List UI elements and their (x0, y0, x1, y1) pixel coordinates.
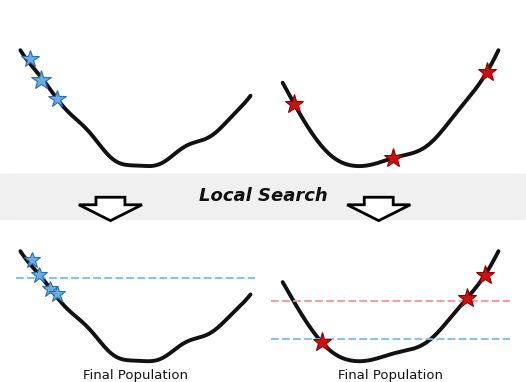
Text: Local Search: Local Search (199, 187, 327, 205)
FancyArrow shape (79, 197, 142, 221)
Text: Final Population: Final Population (83, 369, 188, 382)
Text: (Single Mode): (Single Mode) (83, 196, 188, 209)
Text: (Multiple Modes): (Multiple Modes) (327, 196, 454, 209)
Text: Final Population: Final Population (338, 369, 443, 382)
Text: Initial Population: Initial Population (335, 173, 446, 186)
Text: Initial Population: Initial Population (80, 173, 191, 186)
FancyBboxPatch shape (0, 173, 526, 220)
FancyArrow shape (347, 197, 410, 221)
